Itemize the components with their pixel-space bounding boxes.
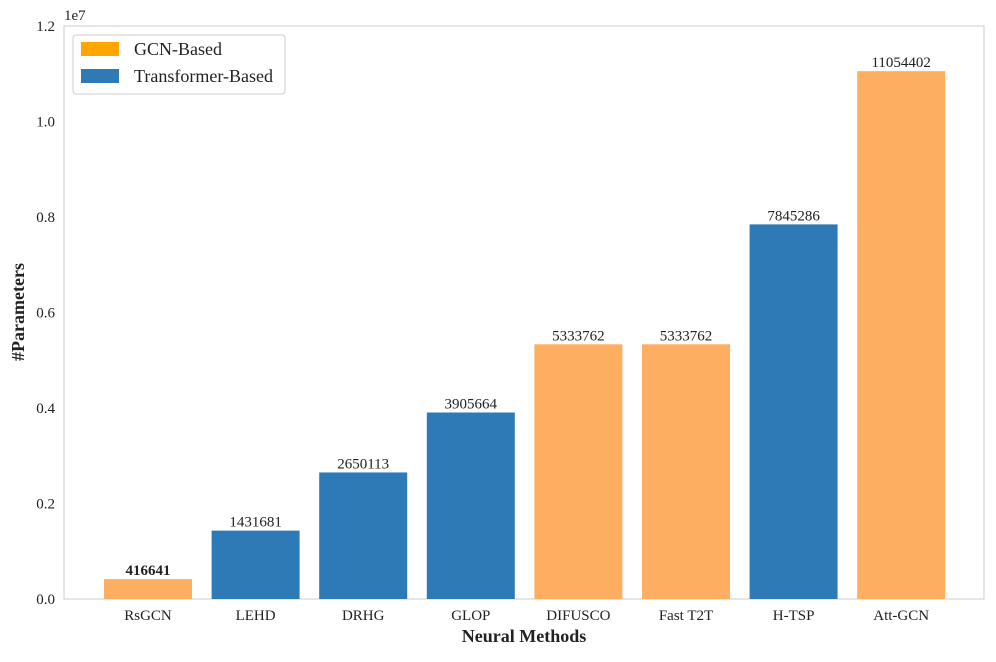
legend-box bbox=[72, 34, 286, 95]
legend-label-gcn: GCN-Based bbox=[134, 39, 222, 59]
bars-layer bbox=[104, 71, 946, 600]
y-tick-label: 1.0 bbox=[36, 115, 55, 131]
bar-value-label-att-gcn: 11054402 bbox=[871, 55, 930, 71]
x-tick-label-lehd: LEHD bbox=[236, 608, 276, 624]
bar-fast-t2t bbox=[642, 344, 730, 599]
bar-value-label-lehd: 1431681 bbox=[229, 515, 282, 531]
bar-value-label-glop: 3905664 bbox=[445, 397, 498, 413]
y-tick-labels: 0.0 0.2 0.4 0.6 0.8 1.0 1.2 bbox=[36, 19, 55, 608]
legend-swatch-gcn bbox=[81, 42, 119, 56]
x-tick-label-glop: GLOP bbox=[451, 608, 490, 624]
bar-rsgcn bbox=[104, 579, 192, 599]
y-tick-label: 1.2 bbox=[36, 19, 55, 35]
bar-att-gcn bbox=[857, 71, 946, 600]
x-tick-label-difusco: DIFUSCO bbox=[546, 608, 610, 624]
x-tick-label-att-gcn: Att-GCN bbox=[873, 608, 929, 624]
x-tick-label-fast-t2t: Fast T2T bbox=[659, 608, 713, 624]
bar-value-label-fast-t2t: 5333762 bbox=[660, 328, 713, 344]
plot-frame bbox=[63, 25, 985, 600]
bar-value-label-rsgcn: 416641 bbox=[126, 563, 171, 579]
x-tick-labels: RsGCN LEHD DRHG GLOP DIFUSCO Fast T2T H-TSP Att… bbox=[124, 608, 929, 624]
bar-value-label-difusco: 5333762 bbox=[552, 328, 605, 344]
bar-drhg bbox=[319, 472, 408, 599]
x-axis-title: Neural Methods bbox=[462, 626, 587, 646]
y-tick-label: 0.6 bbox=[36, 306, 55, 322]
bar-labels-layer: 416641 1431681 2650113 3905664 5333762 533376… bbox=[126, 55, 931, 579]
bar-lehd bbox=[211, 530, 300, 599]
y-scale-label: 1e7 bbox=[64, 8, 86, 24]
bar-value-label-drhg: 2650113 bbox=[337, 456, 389, 472]
bar-value-label-h-tsp: 7845286 bbox=[767, 208, 820, 224]
legend-swatch-transformer bbox=[81, 69, 119, 83]
bar-difusco bbox=[534, 344, 623, 599]
y-tick-label: 0.4 bbox=[36, 401, 55, 417]
x-tick-label-h-tsp: H-TSP bbox=[773, 608, 815, 624]
x-tick-label-rsgcn: RsGCN bbox=[124, 608, 172, 624]
y-tick-label: 0.2 bbox=[36, 497, 55, 513]
bar-glop bbox=[426, 412, 515, 599]
y-axis-title: #Parameters bbox=[8, 263, 28, 361]
bar-h-tsp bbox=[749, 224, 838, 600]
y-tick-label: 0.0 bbox=[36, 592, 55, 608]
y-tick-label: 0.8 bbox=[36, 210, 55, 226]
legend: GCN-Based Transformer-Based bbox=[72, 34, 286, 95]
x-tick-label-drhg: DRHG bbox=[342, 608, 385, 624]
legend-label-transformer: Transformer-Based bbox=[134, 66, 273, 86]
